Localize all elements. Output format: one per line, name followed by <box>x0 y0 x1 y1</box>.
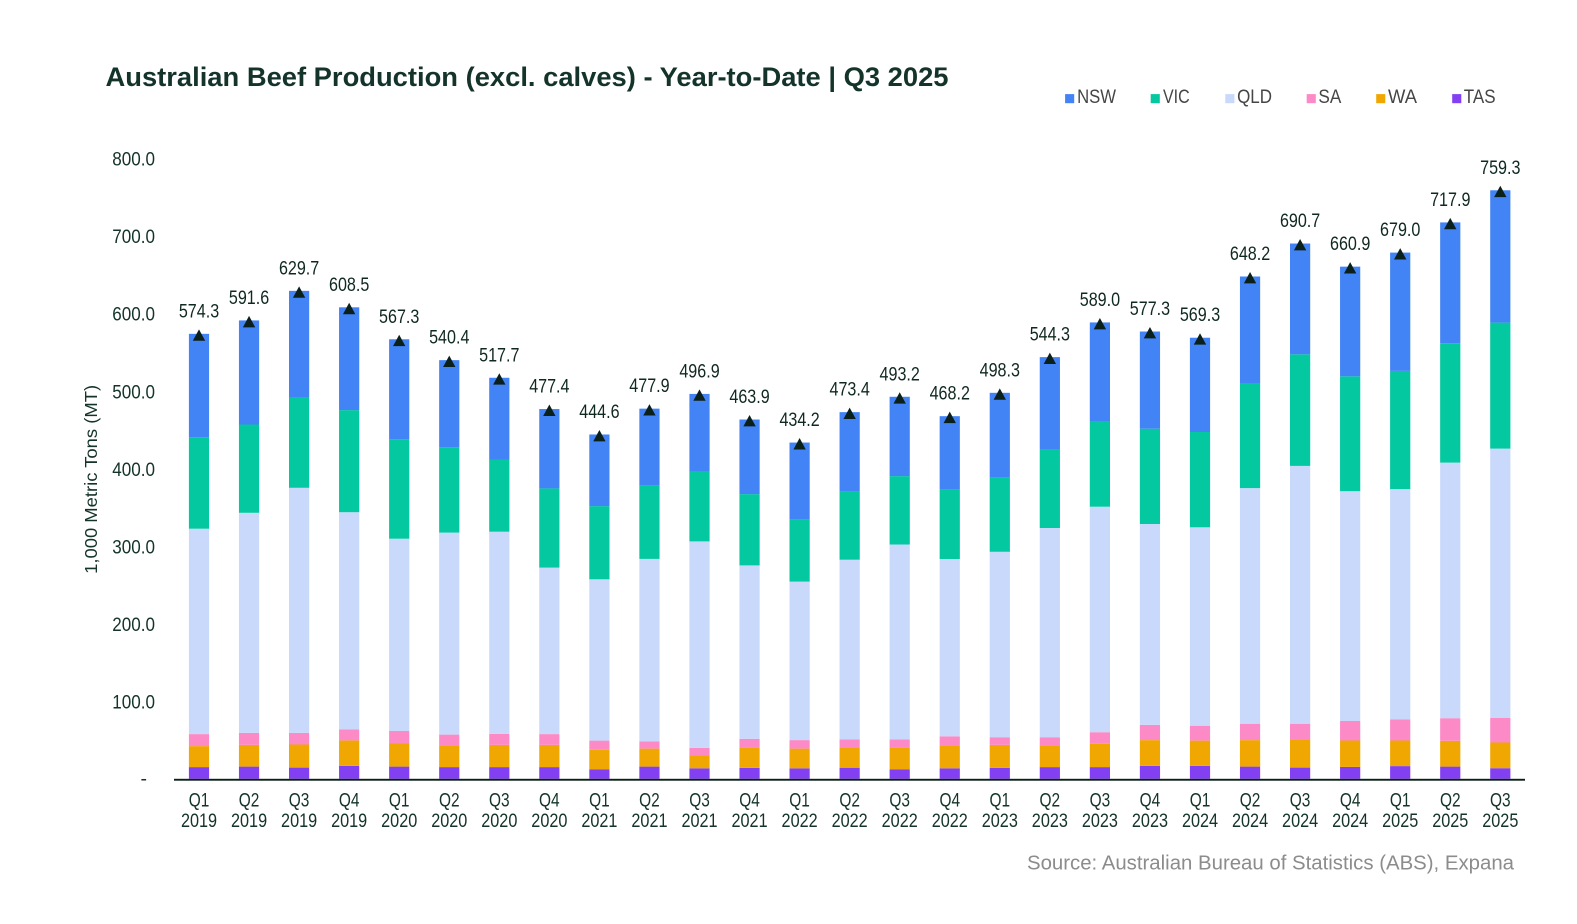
svg-text:Q2: Q2 <box>839 790 860 812</box>
svg-text:Q4: Q4 <box>539 790 560 812</box>
svg-text:Q4: Q4 <box>339 790 360 812</box>
svg-text:2021: 2021 <box>581 810 617 832</box>
svg-text:Q1: Q1 <box>990 790 1011 812</box>
svg-text:717.9: 717.9 <box>1430 190 1470 211</box>
svg-text:2022: 2022 <box>882 810 918 832</box>
svg-text:Q4: Q4 <box>739 790 760 812</box>
svg-text:2024: 2024 <box>1182 810 1218 832</box>
svg-text:Q2: Q2 <box>239 790 260 812</box>
svg-text:Q1: Q1 <box>1390 790 1411 812</box>
svg-text:Q1: Q1 <box>589 790 610 812</box>
svg-text:2020: 2020 <box>381 810 417 832</box>
svg-text:2022: 2022 <box>782 810 818 832</box>
svg-text:Q2: Q2 <box>1240 790 1261 812</box>
svg-text:Q2: Q2 <box>439 790 460 812</box>
svg-text:700.0: 700.0 <box>112 226 155 248</box>
svg-text:200.0: 200.0 <box>112 614 155 636</box>
svg-text:2023: 2023 <box>1032 810 1068 832</box>
svg-text:444.6: 444.6 <box>579 402 619 423</box>
svg-text:473.4: 473.4 <box>830 380 871 401</box>
svg-text:2021: 2021 <box>631 810 667 832</box>
svg-text:Q2: Q2 <box>1440 790 1461 812</box>
svg-text:100.0: 100.0 <box>112 692 155 714</box>
svg-text:SA: SA <box>1318 87 1341 108</box>
svg-text:QLD: QLD <box>1237 87 1272 108</box>
svg-text:493.2: 493.2 <box>880 364 920 385</box>
svg-text:Q3: Q3 <box>1490 790 1511 812</box>
svg-text:800.0: 800.0 <box>112 149 155 171</box>
svg-text:Australian Beef Production (ex: Australian Beef Production (excl. calves… <box>106 62 949 92</box>
svg-text:567.3: 567.3 <box>379 307 419 328</box>
svg-text:759.3: 759.3 <box>1480 158 1520 179</box>
svg-text:463.9: 463.9 <box>729 387 769 408</box>
svg-text:Q2: Q2 <box>1040 790 1061 812</box>
svg-text:608.5: 608.5 <box>329 275 369 296</box>
svg-text:477.9: 477.9 <box>629 376 669 397</box>
svg-text:Source: Australian Bureau of S: Source: Australian Bureau of Statistics … <box>1027 853 1515 875</box>
svg-text:300.0: 300.0 <box>112 537 155 559</box>
svg-text:2023: 2023 <box>982 810 1018 832</box>
svg-text:Q4: Q4 <box>1340 790 1361 812</box>
svg-text:2019: 2019 <box>281 810 317 832</box>
svg-text:Q1: Q1 <box>789 790 810 812</box>
svg-text:517.7: 517.7 <box>479 345 519 366</box>
svg-text:Q3: Q3 <box>489 790 510 812</box>
svg-text:600.0: 600.0 <box>112 304 155 326</box>
svg-text:2020: 2020 <box>481 810 517 832</box>
svg-text:Q1: Q1 <box>189 790 210 812</box>
svg-text:690.7: 690.7 <box>1280 211 1320 232</box>
svg-text:679.0: 679.0 <box>1380 220 1420 241</box>
svg-text:Q3: Q3 <box>1090 790 1111 812</box>
svg-text:Q3: Q3 <box>689 790 710 812</box>
svg-text:2025: 2025 <box>1382 810 1418 832</box>
svg-text:Q4: Q4 <box>939 790 960 812</box>
svg-text:540.4: 540.4 <box>429 328 470 349</box>
svg-text:574.3: 574.3 <box>179 301 219 322</box>
svg-text:2024: 2024 <box>1232 810 1268 832</box>
svg-text:2023: 2023 <box>1082 810 1118 832</box>
svg-text:2025: 2025 <box>1482 810 1518 832</box>
svg-text:2020: 2020 <box>431 810 467 832</box>
svg-text:569.3: 569.3 <box>1180 305 1220 326</box>
svg-text:2021: 2021 <box>681 810 717 832</box>
svg-text:498.3: 498.3 <box>980 360 1020 381</box>
svg-text:2021: 2021 <box>732 810 768 832</box>
svg-text:589.0: 589.0 <box>1080 290 1120 311</box>
svg-text:TAS: TAS <box>1464 87 1496 108</box>
svg-text:Q2: Q2 <box>639 790 660 812</box>
svg-text:434.2: 434.2 <box>779 410 819 431</box>
svg-text:2022: 2022 <box>832 810 868 832</box>
svg-text:WA: WA <box>1388 87 1417 108</box>
svg-text:Q4: Q4 <box>1140 790 1161 812</box>
svg-text:2023: 2023 <box>1132 810 1168 832</box>
svg-text:2020: 2020 <box>531 810 567 832</box>
svg-text:-: - <box>141 768 148 790</box>
svg-text:496.9: 496.9 <box>679 361 719 382</box>
svg-text:544.3: 544.3 <box>1030 325 1070 346</box>
svg-text:Q3: Q3 <box>889 790 910 812</box>
svg-text:2024: 2024 <box>1332 810 1368 832</box>
svg-text:2019: 2019 <box>181 810 217 832</box>
svg-text:2019: 2019 <box>231 810 267 832</box>
svg-text:2019: 2019 <box>331 810 367 832</box>
svg-text:2024: 2024 <box>1282 810 1318 832</box>
svg-text:400.0: 400.0 <box>112 459 155 481</box>
svg-text:NSW: NSW <box>1077 87 1116 108</box>
svg-text:1,000 Metric Tons (MT): 1,000 Metric Tons (MT) <box>81 385 101 574</box>
svg-text:2022: 2022 <box>932 810 968 832</box>
svg-text:629.7: 629.7 <box>279 258 319 279</box>
svg-text:Q1: Q1 <box>1190 790 1211 812</box>
svg-text:Q3: Q3 <box>1290 790 1311 812</box>
svg-text:Q3: Q3 <box>289 790 310 812</box>
svg-text:591.6: 591.6 <box>229 288 269 309</box>
svg-text:660.9: 660.9 <box>1330 234 1370 255</box>
svg-text:468.2: 468.2 <box>930 384 970 405</box>
svg-text:Q1: Q1 <box>389 790 410 812</box>
svg-text:VIC: VIC <box>1163 87 1190 108</box>
svg-text:2025: 2025 <box>1432 810 1468 832</box>
svg-text:500.0: 500.0 <box>112 381 155 403</box>
svg-text:577.3: 577.3 <box>1130 299 1170 320</box>
svg-text:648.2: 648.2 <box>1230 244 1270 265</box>
svg-text:477.4: 477.4 <box>529 377 570 398</box>
